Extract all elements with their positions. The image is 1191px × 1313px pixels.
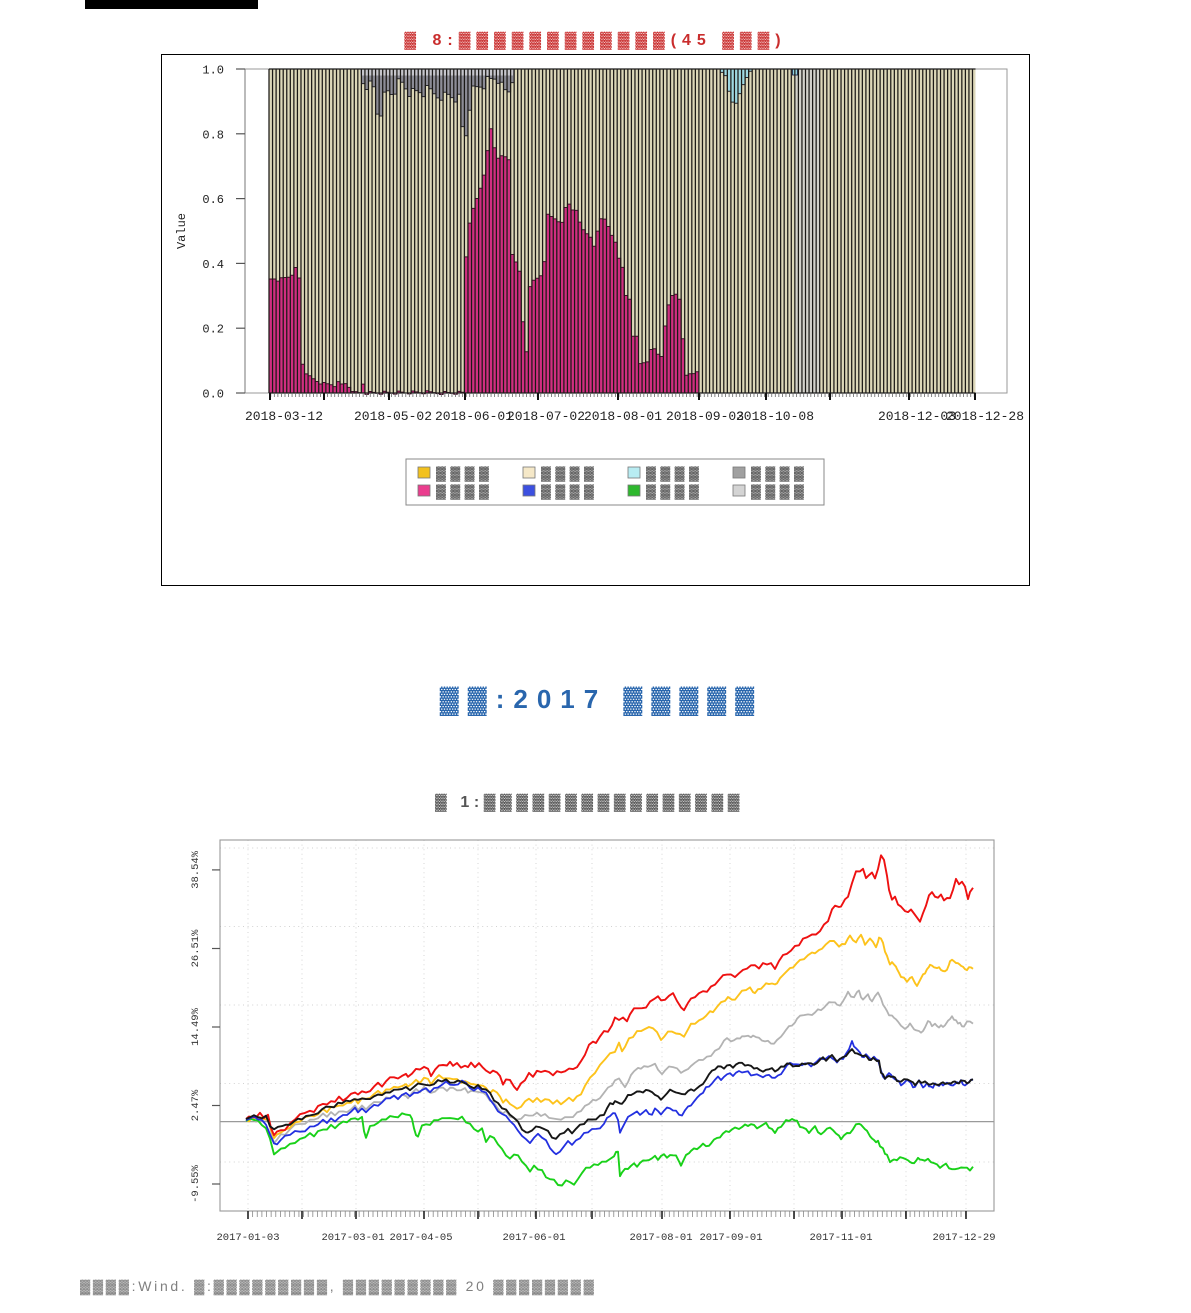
- svg-text:Value: Value: [175, 213, 189, 249]
- svg-text:2018-05-02: 2018-05-02: [354, 409, 432, 424]
- svg-text:26.51%: 26.51%: [190, 929, 202, 968]
- svg-text:2018-07-02: 2018-07-02: [507, 409, 585, 424]
- svg-text:▓▓▓▓: ▓▓▓▓: [751, 484, 808, 500]
- svg-text:2017-11-01: 2017-11-01: [809, 1232, 872, 1244]
- svg-text:0.4: 0.4: [202, 258, 224, 272]
- svg-text:2017-03-01: 2017-03-01: [321, 1232, 384, 1244]
- svg-text:2017-08-01: 2017-08-01: [629, 1232, 692, 1244]
- svg-text:2018-06-01: 2018-06-01: [435, 409, 513, 424]
- svg-text:14.49%: 14.49%: [190, 1007, 202, 1046]
- svg-text:-9.55%: -9.55%: [190, 1164, 202, 1203]
- svg-text:▓▓▓▓: ▓▓▓▓: [646, 466, 703, 482]
- svg-text:2017-01-03: 2017-01-03: [216, 1232, 279, 1244]
- svg-text:▓▓▓▓: ▓▓▓▓: [541, 484, 598, 500]
- svg-text:▓▓▓▓: ▓▓▓▓: [751, 466, 808, 482]
- svg-text:▓▓▓▓: ▓▓▓▓: [436, 484, 493, 500]
- svg-text:▓▓▓▓: ▓▓▓▓: [436, 466, 493, 482]
- svg-text:0.8: 0.8: [202, 128, 224, 142]
- svg-text:▓▓▓▓: ▓▓▓▓: [646, 484, 703, 500]
- svg-text:0.2: 0.2: [202, 323, 224, 337]
- svg-text:▓▓▓▓: ▓▓▓▓: [541, 466, 598, 482]
- svg-text:38.54%: 38.54%: [190, 850, 202, 889]
- svg-text:2017-04-05: 2017-04-05: [389, 1232, 452, 1244]
- svg-text:0.6: 0.6: [202, 193, 224, 207]
- svg-text:0.0: 0.0: [202, 388, 224, 402]
- svg-text:2018-03-12: 2018-03-12: [245, 409, 323, 424]
- svg-text:2017-06-01: 2017-06-01: [502, 1232, 565, 1244]
- svg-text:1.0: 1.0: [202, 64, 224, 78]
- svg-text:2017-09-01: 2017-09-01: [699, 1232, 762, 1244]
- svg-text:2017-12-29: 2017-12-29: [932, 1232, 995, 1244]
- svg-text:2018-12-28: 2018-12-28: [946, 409, 1024, 424]
- svg-text:2018-10-08: 2018-10-08: [736, 409, 814, 424]
- svg-text:2018-12-03: 2018-12-03: [878, 409, 956, 424]
- svg-text:2018-09-03: 2018-09-03: [666, 409, 744, 424]
- svg-text:2018-08-01: 2018-08-01: [584, 409, 662, 424]
- svg-text:2.47%: 2.47%: [190, 1089, 202, 1121]
